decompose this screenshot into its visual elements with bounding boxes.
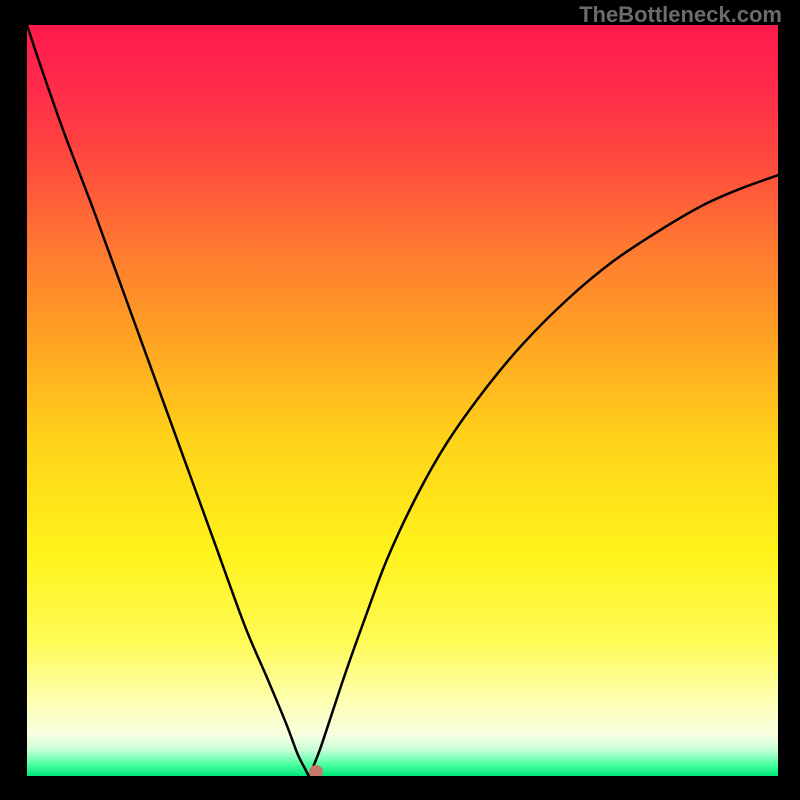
vertex-marker [309, 765, 323, 776]
plot-area [27, 25, 778, 776]
curve-layer [27, 25, 778, 776]
watermark-text: TheBottleneck.com [579, 2, 782, 28]
bottleneck-curve [27, 25, 778, 776]
chart-frame [0, 0, 800, 800]
chart-stage: TheBottleneck.com [0, 0, 800, 800]
